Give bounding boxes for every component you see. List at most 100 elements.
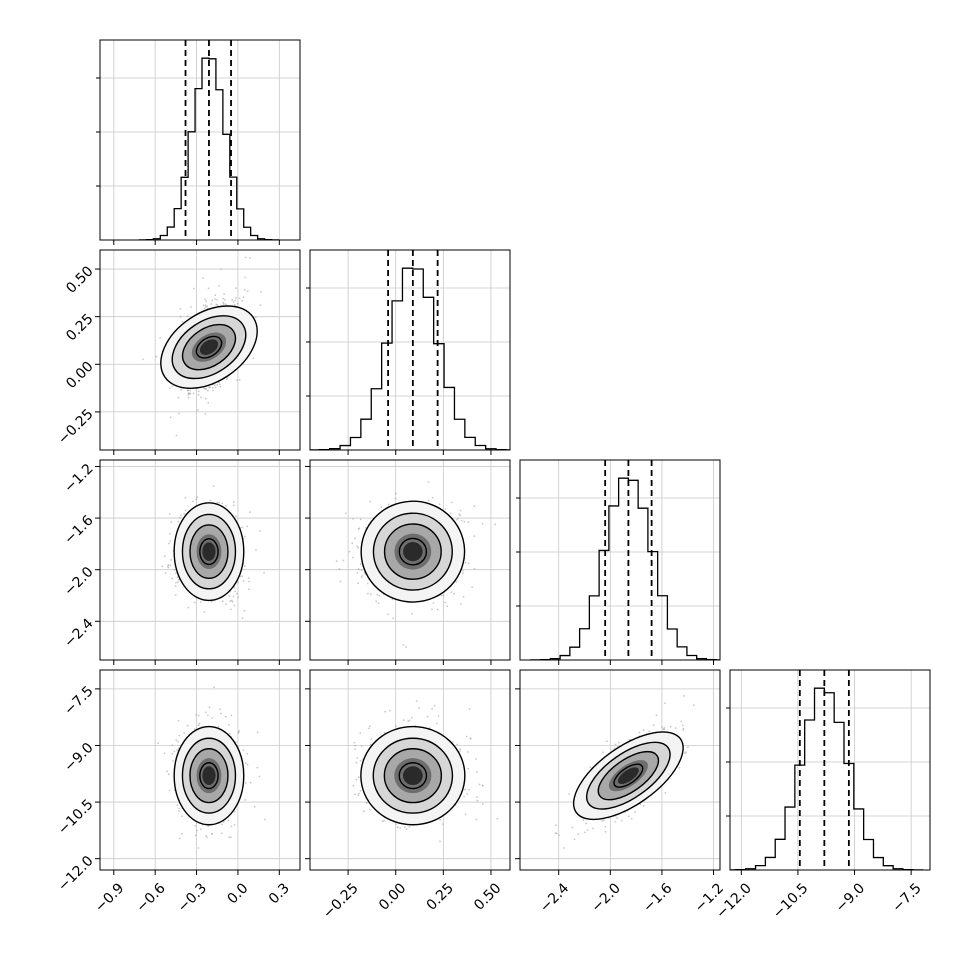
sample-point	[473, 505, 476, 508]
sample-point	[237, 731, 240, 734]
sample-point	[685, 751, 687, 754]
sample-point	[616, 817, 619, 819]
sample-point	[209, 386, 212, 388]
sample-point	[399, 827, 401, 829]
sample-point	[464, 813, 467, 816]
sample-point	[211, 299, 214, 302]
contour-line	[195, 335, 223, 359]
sample-point	[204, 304, 207, 307]
y-tick-label: −2.0	[61, 564, 96, 599]
contour-line	[181, 323, 237, 371]
x-tick-label: 0.25	[424, 880, 457, 913]
sample-point	[228, 724, 230, 726]
sample-point	[355, 778, 358, 781]
sample-point	[621, 819, 623, 822]
sample-point	[450, 591, 453, 593]
contour-line	[613, 763, 644, 788]
sample-point	[241, 575, 244, 578]
y-tick-label: −7.5	[61, 683, 96, 718]
sample-point	[259, 530, 261, 532]
contour-line	[173, 502, 245, 602]
sample-point	[248, 588, 251, 591]
sample-point	[236, 592, 238, 595]
sample-point	[243, 535, 246, 538]
sample-point	[627, 815, 630, 818]
sample-point	[618, 741, 620, 744]
sample-point	[204, 711, 207, 714]
sample-point	[221, 823, 223, 826]
sample-point	[219, 385, 222, 388]
sample-point	[221, 502, 224, 505]
sample-point	[460, 603, 462, 605]
sample-point	[405, 828, 408, 831]
sample-point	[375, 600, 378, 603]
sample-point	[211, 387, 214, 389]
sample-point	[187, 396, 190, 399]
sample-point	[360, 569, 363, 572]
sample-point	[457, 517, 459, 520]
sample-point	[476, 799, 479, 802]
sample-point	[648, 730, 651, 733]
sample-point	[244, 565, 246, 567]
sample-point	[431, 496, 434, 499]
sample-point	[357, 546, 359, 549]
sample-point	[444, 601, 447, 604]
sample-point	[394, 497, 397, 500]
sample-point	[229, 836, 232, 839]
sample-point	[171, 752, 174, 755]
sample-point	[355, 761, 358, 764]
sample-point	[197, 724, 200, 726]
sample-point	[227, 819, 230, 822]
x-tick-label: 0.3	[266, 880, 293, 907]
sample-point	[177, 747, 180, 750]
sample-point	[244, 782, 247, 784]
sample-point	[496, 817, 499, 820]
sample-point	[463, 795, 465, 798]
sample-point	[263, 818, 266, 821]
sample-point	[395, 823, 397, 825]
contour-line	[189, 748, 229, 804]
sample-point	[167, 773, 170, 776]
y-tick-label: 0.00	[63, 359, 96, 392]
sample-point	[218, 501, 221, 504]
histogram-step	[138, 57, 280, 240]
density-fill	[202, 766, 216, 786]
sample-point	[387, 613, 389, 616]
sample-point	[180, 388, 183, 391]
sample-point	[171, 744, 174, 747]
sample-point	[233, 604, 236, 607]
sample-point	[573, 838, 576, 841]
sample-point	[260, 290, 262, 293]
sample-point	[256, 731, 259, 734]
y-tick-label: 0.50	[63, 263, 96, 296]
sample-point	[558, 834, 560, 837]
sample-point	[614, 820, 617, 823]
sample-point	[407, 720, 410, 722]
sample-point	[692, 704, 695, 707]
sample-point	[396, 826, 399, 829]
sample-point	[200, 396, 203, 399]
sample-point	[254, 316, 257, 319]
contour-line	[199, 538, 219, 566]
x-tick-label: −7.5	[889, 880, 924, 915]
sample-point	[190, 306, 192, 308]
sample-point	[204, 413, 207, 415]
sample-point	[206, 389, 209, 392]
y-tick-label: 0.25	[63, 311, 96, 344]
sample-point	[218, 383, 221, 386]
sample-point	[157, 742, 160, 744]
sample-point	[217, 726, 220, 728]
x-tick-label: −2.0	[589, 880, 624, 915]
sample-point	[663, 727, 666, 729]
sample-point	[204, 397, 207, 400]
sample-point	[167, 542, 170, 545]
sample-point	[481, 803, 484, 805]
sample-point	[142, 358, 144, 361]
sample-point	[353, 741, 356, 744]
histogram-panel-1	[306, 249, 511, 455]
sample-point	[179, 307, 182, 310]
sample-point	[441, 823, 444, 825]
sample-point	[179, 315, 182, 318]
sample-point	[478, 783, 481, 786]
panel-frame	[519, 459, 721, 661]
